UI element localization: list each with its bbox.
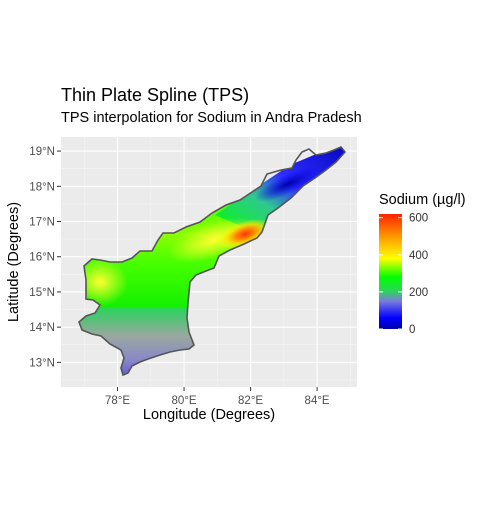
legend-tick-label: 0 — [409, 324, 415, 336]
x-tick-label: 84°E — [305, 395, 330, 407]
x-tick-label: 82°E — [238, 395, 263, 407]
y-tick-label: 17°N — [29, 217, 55, 229]
legend-colorbar — [379, 214, 402, 329]
x-axis-label: Longitude (Degrees) — [142, 407, 276, 423]
legend-tick-label: 400 — [409, 250, 428, 262]
chart-title: Thin Plate Spline (TPS) — [61, 85, 250, 105]
y-tick-label: 13°N — [29, 357, 55, 369]
legend-tick-label: 200 — [409, 287, 428, 299]
legend-tick-label: 600 — [409, 213, 428, 225]
state-boundary — [78, 146, 347, 377]
y-tick-label: 19°N — [29, 146, 55, 158]
y-tick-label: 18°N — [29, 181, 55, 193]
x-tick-label: 78°E — [105, 395, 130, 407]
chart-subtitle: TPS interpolation for Sodium in Andra Pr… — [61, 110, 362, 126]
y-tick-label: 15°N — [29, 287, 55, 299]
legend-title: Sodium (µg/l) — [379, 192, 466, 208]
y-tick-label: 14°N — [29, 322, 55, 334]
x-tick-label: 80°E — [172, 395, 197, 407]
y-tick-label: 16°N — [29, 252, 55, 264]
y-axis-label: Latitude (Degrees) — [6, 201, 22, 323]
